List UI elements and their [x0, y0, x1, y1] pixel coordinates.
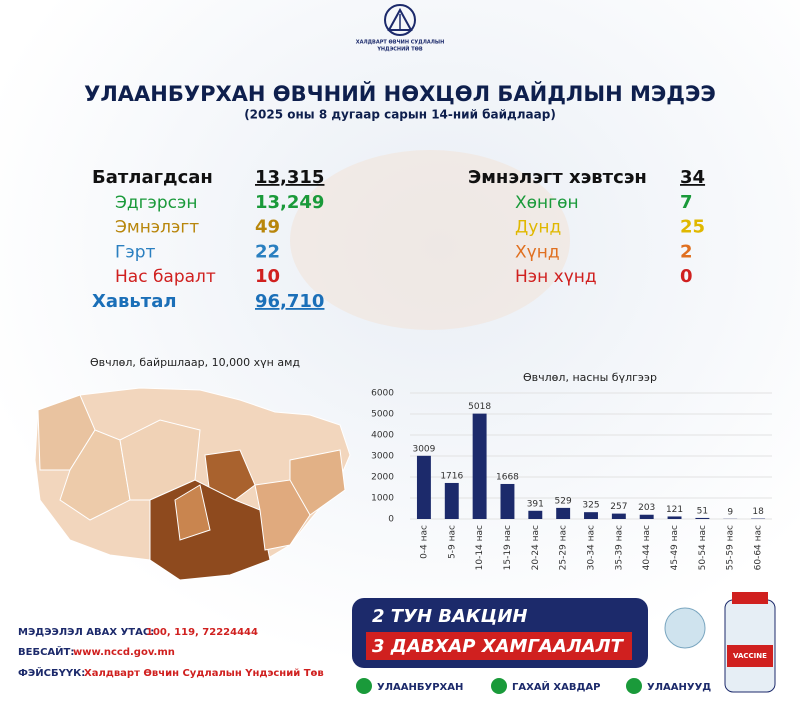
footer: МЭДЭЭЛЭЛ АВАХ УТАС: 100, 119, 72224444 В… — [18, 627, 324, 679]
bar — [472, 413, 487, 519]
footer-value: Халдварт Өвчин Судлалын Үндэсний Төв — [84, 668, 324, 679]
banner-line: 2 ТУН ВАКЦИН — [372, 606, 527, 627]
y-tick-label: 0 — [388, 515, 394, 525]
x-tick-label: 35-39 нас — [614, 525, 624, 570]
stat-value: 34 — [680, 167, 705, 188]
x-tick-label: 10-14 нас — [475, 525, 485, 570]
bar — [500, 483, 515, 519]
bottle-label: VACCINE — [733, 652, 767, 660]
value-label: 203 — [638, 503, 655, 513]
stat-value: 13,315 — [255, 167, 324, 188]
chart-title: Өвчлөл, насны бүлгээр — [523, 371, 657, 384]
stat-label: Хавьтал — [92, 291, 177, 312]
check-label: УЛААНБУРХАН — [377, 682, 463, 693]
check-icon — [626, 678, 642, 694]
stat-value: 0 — [680, 266, 693, 287]
stat-value: 96,710 — [255, 291, 324, 312]
map-title: Өвчлөл, байршлаар, 10,000 хүн амд — [90, 356, 300, 369]
check-icon — [356, 678, 372, 694]
check-label: УЛААНУУД — [647, 682, 711, 693]
footer-value: www.nccd.gov.mn — [73, 647, 175, 658]
check-icon — [491, 678, 507, 694]
value-label: 18 — [752, 507, 764, 517]
stat-label: Эмнэлэгт хэвтсэн — [468, 167, 647, 188]
map — [34, 387, 351, 581]
stat-value: 2 — [680, 241, 693, 262]
stat-value: 13,249 — [255, 192, 324, 213]
stat-label: Батлагдсан — [92, 167, 213, 188]
logo — [384, 4, 416, 36]
x-tick-label: 60-64 нас — [754, 525, 764, 570]
footer-value: 100, 119, 72224444 — [146, 627, 258, 638]
x-tick-label: 0-4 нас — [419, 525, 429, 559]
value-label: 391 — [527, 499, 544, 509]
banner: 2 ТУН ВАКЦИН 3 ДАВХАР ХАМГААЛАЛТ VACCINE — [352, 592, 776, 693]
value-label: 5018 — [468, 402, 491, 412]
x-tick-label: 20-24 нас — [531, 525, 541, 570]
bar — [444, 482, 459, 519]
bar — [611, 513, 626, 519]
stat-label: Эдгэрсэн — [115, 193, 197, 213]
stat-label: Нэн хүнд — [515, 267, 597, 287]
footer-label: МЭДЭЭЛЭЛ АВАХ УТАС: — [18, 627, 154, 638]
footer-label: ФЭЙСБҮҮК: — [18, 666, 85, 679]
stat-label: Дунд — [515, 218, 561, 238]
value-label: 3009 — [412, 444, 435, 454]
logo-text: ҮНДЭСНИЙ ТӨВ — [376, 45, 423, 53]
stat-label: Хөнгөн — [515, 193, 579, 213]
stat-label: Гэрт — [115, 242, 155, 262]
value-label: 1716 — [440, 471, 463, 481]
y-tick-label: 6000 — [371, 389, 394, 399]
stat-value: 10 — [255, 266, 280, 287]
photo-tint — [290, 150, 570, 330]
stat-value: 25 — [680, 217, 705, 238]
check-label: ГАХАЙ ХАВДАР — [512, 680, 600, 693]
x-tick-label: 50-54 нас — [698, 525, 708, 570]
x-tick-label: 25-29 нас — [559, 525, 569, 570]
stat-value: 7 — [680, 192, 693, 213]
x-tick-label: 15-19 нас — [503, 525, 513, 570]
value-label: 257 — [610, 502, 627, 512]
logo-text: ХАЛДВАРТ ӨВЧИН СУДЛАЛЫН — [356, 40, 445, 46]
bar — [695, 517, 710, 519]
value-label: 121 — [666, 505, 683, 515]
bar — [528, 510, 543, 519]
x-tick-label: 45-49 нас — [670, 525, 680, 570]
x-tick-label: 55-59 нас — [726, 525, 736, 570]
value-label: 325 — [582, 501, 599, 511]
stat-value: 22 — [255, 241, 280, 262]
y-tick-label: 2000 — [371, 473, 394, 483]
x-tick-label: 40-44 нас — [642, 525, 652, 570]
x-tick-label: 5-9 нас — [447, 525, 457, 559]
bar — [556, 507, 571, 519]
value-label: 529 — [555, 496, 572, 506]
value-label: 9 — [727, 507, 733, 517]
y-tick-label: 1000 — [371, 494, 394, 504]
y-tick-label: 4000 — [371, 431, 394, 441]
bar — [667, 516, 682, 519]
x-tick-label: 30-34 нас — [587, 525, 597, 570]
bar — [639, 514, 654, 519]
stat-label: Хүнд — [515, 242, 560, 262]
bar — [584, 512, 598, 519]
y-tick-label: 3000 — [371, 452, 394, 462]
subtitle: (2025 оны 8 дугаар сарын 14-ний байдлаар… — [244, 108, 556, 122]
y-tick-label: 5000 — [371, 410, 394, 420]
footer-label: ВЕБСАЙТ: — [18, 645, 74, 658]
value-label: 51 — [697, 506, 708, 516]
title: УЛААНБУРХАН ӨВЧНИЙ НӨХЦӨЛ БАЙДЛЫН МЭДЭЭ — [84, 81, 716, 106]
banner-line: 3 ДАВХАР ХАМГААЛАЛТ — [372, 636, 625, 657]
stat-label: Эмнэлэгт — [115, 218, 199, 238]
bar — [416, 455, 431, 519]
stat-value: 49 — [255, 217, 280, 238]
stat-label: Нас баралт — [115, 267, 216, 287]
value-label: 1668 — [496, 472, 519, 482]
